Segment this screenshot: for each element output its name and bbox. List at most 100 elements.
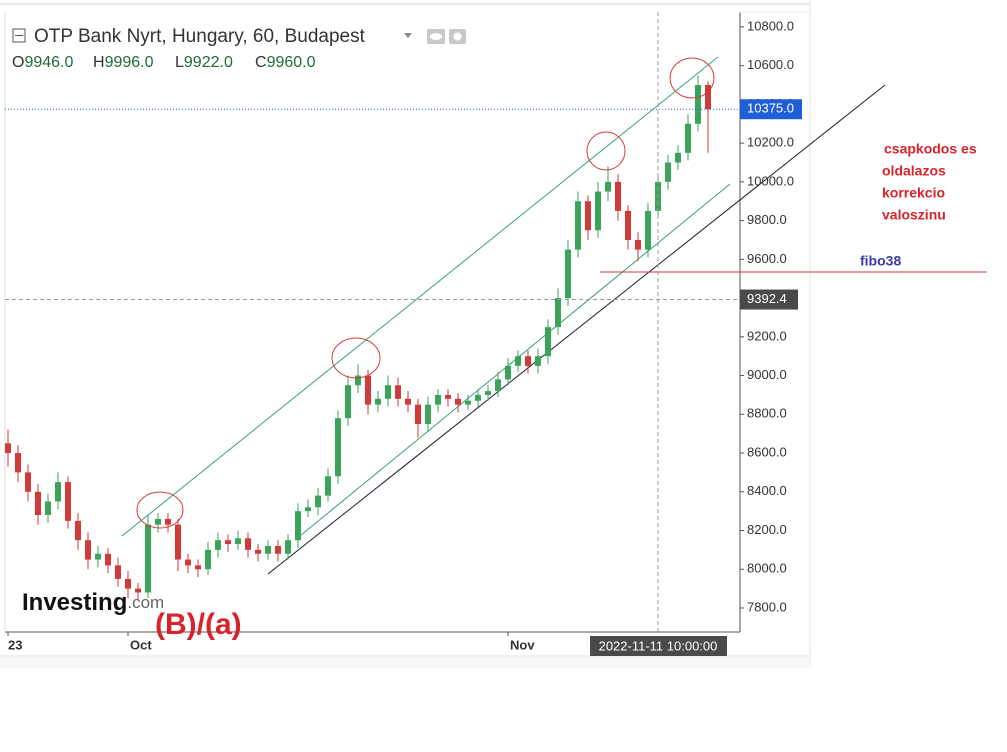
candle-body xyxy=(575,201,581,250)
candle-body xyxy=(105,553,111,566)
candle-body xyxy=(55,482,61,502)
candle-body xyxy=(615,181,621,211)
candle-body xyxy=(425,404,431,424)
candle-body xyxy=(445,394,451,399)
candle-body xyxy=(255,549,261,554)
ohlc-value: 9960.0 xyxy=(267,54,316,71)
candle-body xyxy=(455,398,461,405)
fibo-label: fibo38 xyxy=(860,253,901,269)
candle-body xyxy=(225,540,231,545)
candle-body xyxy=(215,540,221,550)
wave-label: (B)/(a) xyxy=(155,608,242,641)
highlight-circle xyxy=(669,57,715,99)
candle-body xyxy=(125,578,131,589)
dropdown-arrow[interactable] xyxy=(404,33,412,38)
comment-line: valoszinu xyxy=(882,207,946,223)
x-tick-label: Oct xyxy=(130,637,152,652)
candles xyxy=(5,75,711,601)
candle-body xyxy=(555,298,561,328)
candle-body xyxy=(355,375,361,386)
candle-body xyxy=(65,482,71,521)
candle-body xyxy=(595,191,601,231)
candle-body xyxy=(245,538,251,550)
trend-line xyxy=(267,84,886,575)
brand-name: Investing xyxy=(22,589,127,616)
ohlc-key: L xyxy=(175,54,184,71)
candle-body xyxy=(505,365,511,380)
chart-frame xyxy=(0,0,810,668)
candle-body xyxy=(275,546,281,554)
y-tick-label: 7800.0 xyxy=(747,599,787,614)
y-tick-label: 8600.0 xyxy=(747,444,787,459)
candle-body xyxy=(45,501,51,516)
candle-body xyxy=(185,559,191,566)
candle-body xyxy=(285,540,291,554)
ohlc-value: 9922.0 xyxy=(184,54,233,71)
x-tick-label: Nov xyxy=(510,637,535,652)
candle-body xyxy=(315,495,321,508)
last-price-label: 10375.0 xyxy=(747,101,794,116)
y-tick-label: 9200.0 xyxy=(747,328,787,343)
y-tick-label: 8800.0 xyxy=(747,406,787,421)
candle-body xyxy=(375,398,381,405)
candle-body xyxy=(175,524,181,560)
y-tick-label: 10800.0 xyxy=(747,18,794,33)
candle-body xyxy=(325,476,331,496)
candle-body xyxy=(165,518,171,525)
candle-body xyxy=(535,356,541,366)
ohlc-value: 9946.0 xyxy=(24,54,73,71)
chart-title: OTP Bank Nyrt, Hungary, 60, Budapest xyxy=(34,26,366,47)
candle-body xyxy=(625,210,631,240)
candle-body xyxy=(265,546,271,554)
candle-body xyxy=(195,565,201,570)
candle-body xyxy=(75,520,81,541)
y-tick-label: 8000.0 xyxy=(747,561,787,576)
candle-body xyxy=(205,549,211,570)
candle-body xyxy=(365,375,371,405)
ohlc-item: O9946.0 xyxy=(12,54,73,71)
candle-body xyxy=(335,418,341,477)
candle-body xyxy=(695,85,701,124)
ohlc-key: O xyxy=(12,54,24,71)
ohlc-key: H xyxy=(93,54,105,71)
candle-body xyxy=(85,540,91,560)
comment-line: oldalazos xyxy=(882,163,946,179)
candle-body xyxy=(525,356,531,366)
candle-body xyxy=(605,181,611,192)
ohlc-key: C xyxy=(255,54,267,71)
crosshair-y-tag xyxy=(740,289,798,310)
y-tick-label: 10200.0 xyxy=(747,135,794,150)
toolbar xyxy=(0,657,810,668)
crosshair-y-label: 9392.4 xyxy=(747,291,787,306)
candle-body xyxy=(295,511,301,541)
y-tick-label: 8200.0 xyxy=(747,522,787,537)
ohlc-legend: O9946.0 H9996.0 L9922.0 C9960.0 xyxy=(12,54,316,71)
y-tick-label: 9600.0 xyxy=(747,251,787,266)
candle-body xyxy=(645,210,651,250)
y-tick-label: 9000.0 xyxy=(747,367,787,382)
candle-body xyxy=(515,356,521,366)
candle-body xyxy=(405,398,411,405)
highlight-circle xyxy=(586,131,626,171)
candle-body xyxy=(475,394,481,401)
collapse-icon[interactable] xyxy=(12,28,26,43)
ohlc-item: C9960.0 xyxy=(255,54,316,71)
candle-body xyxy=(435,394,441,405)
candle-body xyxy=(5,443,11,454)
candle-body xyxy=(415,404,421,424)
comment-line: korrekcio xyxy=(882,185,945,201)
y-tick-label: 10600.0 xyxy=(747,57,794,72)
brand-logo: Investing.com xyxy=(22,589,164,616)
candle-body xyxy=(15,453,21,473)
candle-body xyxy=(495,379,501,392)
candle-body xyxy=(585,201,591,231)
y-tick-label: 9800.0 xyxy=(747,212,787,227)
candle-body xyxy=(385,385,391,399)
highlight-circle xyxy=(136,491,184,529)
candle-body xyxy=(135,588,141,593)
comment-line: csapkodos es xyxy=(884,141,977,157)
candle-body xyxy=(685,123,691,153)
candle-body xyxy=(565,249,571,299)
